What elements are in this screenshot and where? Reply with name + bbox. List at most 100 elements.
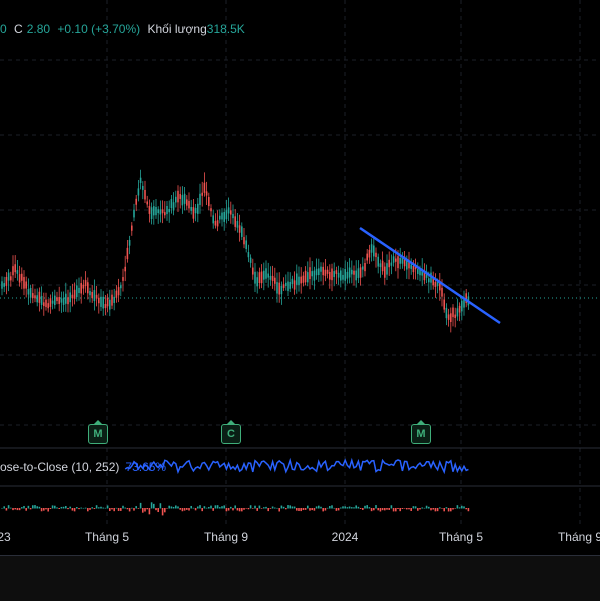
candle-body bbox=[80, 283, 82, 294]
candle-body bbox=[311, 271, 313, 277]
candle-body bbox=[111, 294, 113, 306]
candle-body bbox=[346, 271, 349, 279]
oscillator-bar bbox=[120, 508, 122, 511]
candle-body bbox=[249, 257, 252, 263]
oscillator-bar bbox=[320, 506, 322, 509]
oscillator-bar bbox=[386, 508, 388, 510]
oscillator-bar bbox=[126, 508, 129, 510]
x-tick: 2024 bbox=[331, 530, 359, 544]
oscillator-bar bbox=[436, 508, 439, 512]
oscillator-bar bbox=[260, 508, 263, 509]
oscillator-bar bbox=[29, 508, 32, 510]
oscillator-bar bbox=[23, 505, 25, 509]
candle-body bbox=[373, 245, 375, 257]
candle-body bbox=[113, 296, 115, 303]
candle-body bbox=[201, 192, 203, 196]
candle-body bbox=[274, 277, 276, 284]
candle-body bbox=[161, 209, 164, 214]
oscillator-bar bbox=[212, 508, 214, 511]
candle-body bbox=[117, 287, 120, 296]
oscillator-bar bbox=[14, 508, 16, 510]
oscillator-bar bbox=[190, 505, 192, 509]
oscillator-bar bbox=[157, 508, 159, 513]
candle-body bbox=[289, 281, 291, 289]
time-axis[interactable]: 23 Tháng 5 Tháng 9 2024 Tháng 5 Tháng 9 bbox=[0, 530, 600, 550]
oscillator-bar bbox=[230, 506, 232, 509]
oscillator-bar bbox=[159, 503, 162, 509]
oscillator-bar bbox=[27, 505, 30, 509]
candle-body bbox=[463, 299, 465, 308]
oscillator-bar bbox=[155, 508, 157, 511]
oscillator-bar bbox=[106, 505, 109, 509]
candle-body bbox=[388, 259, 390, 268]
candle-body bbox=[399, 257, 401, 264]
oscillator-bar bbox=[89, 508, 91, 510]
oscillator-bar bbox=[71, 508, 74, 511]
oscillator-bar bbox=[335, 508, 338, 511]
oscillator-bar bbox=[236, 508, 239, 511]
candle-body bbox=[320, 266, 322, 272]
candle-body bbox=[18, 274, 21, 283]
oscillator-bar bbox=[353, 507, 355, 509]
event-badge-m[interactable]: M bbox=[411, 424, 431, 444]
oscillator-bar bbox=[379, 508, 382, 512]
candle-body bbox=[377, 256, 379, 267]
event-badge-m[interactable]: M bbox=[88, 424, 108, 444]
oscillator-bar bbox=[124, 507, 126, 509]
candle-body bbox=[146, 201, 148, 205]
candlestick-series bbox=[1, 169, 470, 333]
candle-body bbox=[104, 303, 107, 309]
oscillator-bar bbox=[18, 508, 21, 511]
oscillator-bar bbox=[60, 506, 63, 509]
oscillator-bar bbox=[271, 506, 274, 509]
oscillator-bar bbox=[318, 505, 320, 509]
candle-body bbox=[271, 275, 274, 281]
oscillator-bar bbox=[443, 508, 445, 512]
candle-body bbox=[124, 266, 126, 272]
candle-body bbox=[397, 256, 399, 269]
candle-body bbox=[212, 215, 214, 224]
candle-body bbox=[172, 202, 175, 211]
oscillator-bar bbox=[315, 506, 318, 509]
x-tick: Tháng 9 bbox=[203, 530, 249, 544]
oscillator-bar bbox=[73, 508, 76, 512]
candle-body bbox=[366, 253, 368, 261]
indicator-legend[interactable]: ose-to-Close (10, 252) 73.65% bbox=[0, 460, 166, 474]
candle-body bbox=[355, 270, 357, 281]
candle-body bbox=[236, 221, 239, 228]
candle-body bbox=[157, 209, 159, 214]
oscillator-bar bbox=[256, 508, 258, 511]
oscillator-bar bbox=[21, 507, 23, 509]
oscillator-bar bbox=[142, 508, 144, 513]
oscillator-bar bbox=[412, 506, 415, 509]
trendline-drawing[interactable] bbox=[359, 226, 501, 325]
candle-body bbox=[333, 271, 335, 278]
event-badge-c[interactable]: C bbox=[221, 424, 241, 444]
oscillator-bar bbox=[170, 506, 173, 509]
oscillator-bar bbox=[234, 505, 236, 509]
oscillator-bar bbox=[16, 508, 19, 511]
oscillator-bar bbox=[351, 507, 353, 509]
oscillator-bar bbox=[395, 508, 397, 512]
oscillator-bar bbox=[390, 505, 393, 509]
candle-body bbox=[1, 281, 3, 289]
bottom-toolbar bbox=[0, 555, 600, 601]
oscillator-bar bbox=[148, 508, 151, 515]
candle-body bbox=[122, 277, 124, 281]
oscillator-bar bbox=[69, 506, 71, 509]
candle-body bbox=[199, 193, 201, 205]
legend-volume-value: 318.5K bbox=[206, 22, 245, 36]
x-tick: Tháng 5 bbox=[438, 530, 484, 544]
oscillator-bar bbox=[340, 507, 342, 509]
oscillator-bar bbox=[100, 506, 102, 509]
oscillator-bar bbox=[366, 505, 368, 509]
oscillator-bar bbox=[408, 508, 410, 510]
oscillator-bar bbox=[300, 508, 302, 512]
x-tick: 23 bbox=[0, 530, 11, 544]
x-tick: Tháng 9 bbox=[557, 530, 600, 544]
oscillator-bar bbox=[188, 508, 190, 511]
oscillator-bar bbox=[258, 505, 261, 509]
candle-body bbox=[282, 284, 285, 288]
candle-body bbox=[258, 272, 261, 284]
